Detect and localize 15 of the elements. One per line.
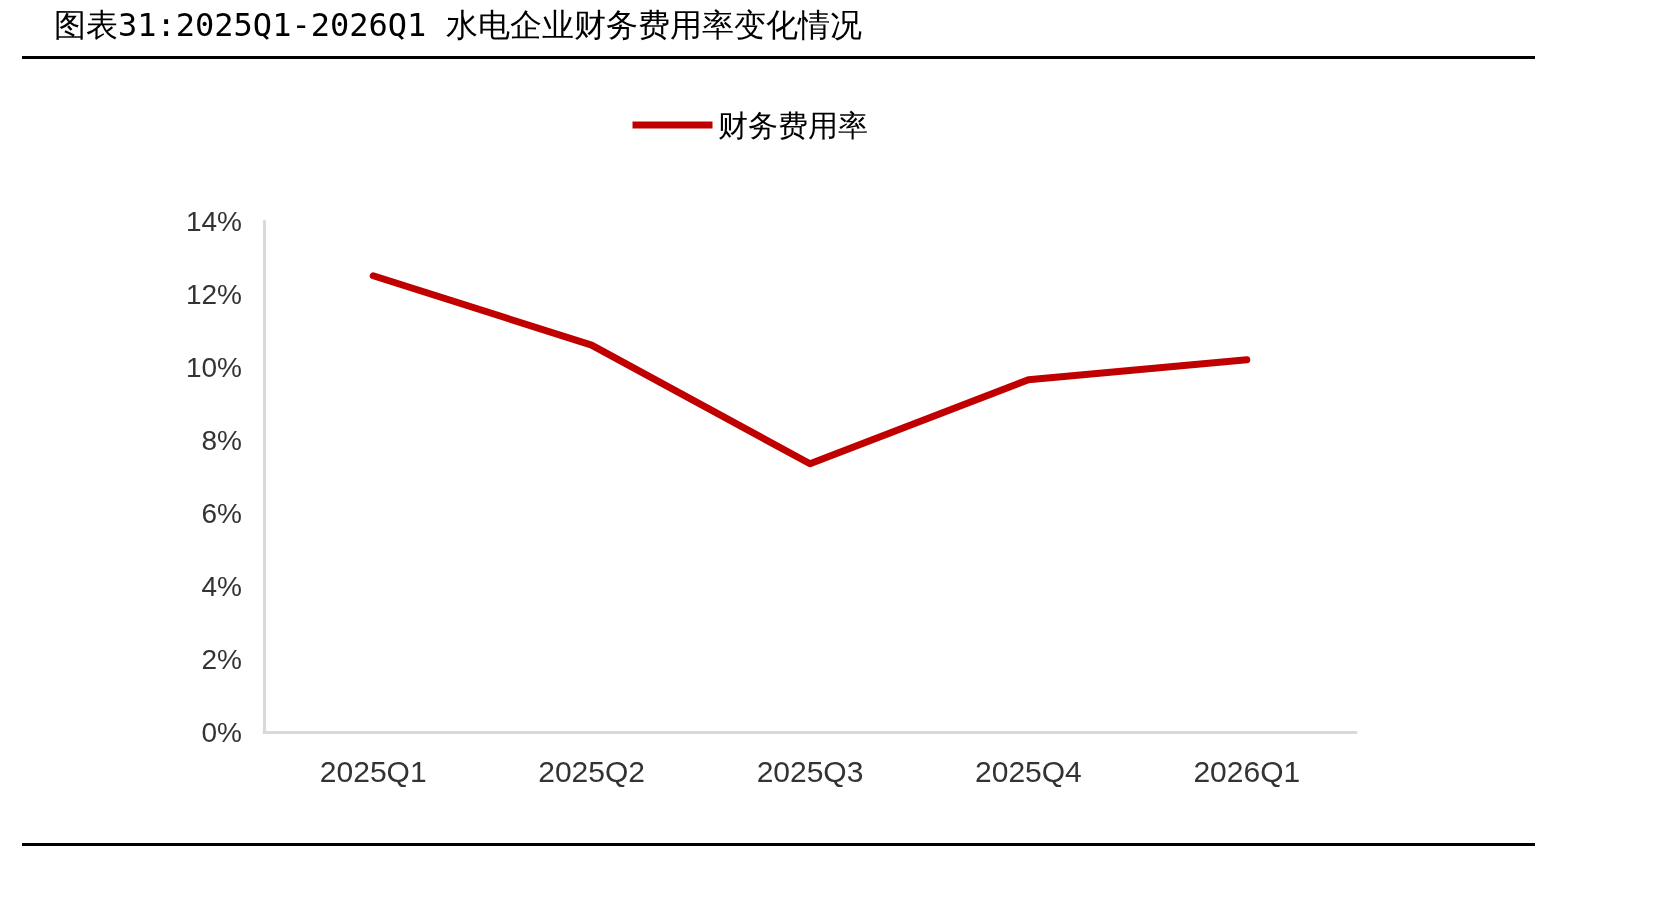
x-tick-label: 2025Q3 (756, 754, 864, 788)
y-tick-label: 4% (201, 570, 242, 602)
y-tick-label: 12% (185, 278, 242, 310)
x-tick-label: 2026Q1 (1193, 754, 1301, 788)
x-tick-label: 2025Q1 (319, 754, 427, 788)
y-tick-label: 0% (201, 716, 242, 748)
chart-title: 图表31:2025Q1-2026Q1 水电企业财务费用率变化情况 (22, 4, 1535, 59)
y-tick-label: 8% (201, 424, 242, 456)
y-tick-label: 10% (185, 351, 242, 383)
x-tick-label: 2025Q4 (975, 754, 1082, 788)
y-tick-label: 2% (201, 643, 242, 675)
x-tick-label: 2025Q2 (538, 754, 645, 788)
y-tick-label: 6% (201, 497, 242, 529)
legend-label: 财务费用率 (717, 107, 868, 143)
y-tick-label: 14% (185, 205, 242, 237)
